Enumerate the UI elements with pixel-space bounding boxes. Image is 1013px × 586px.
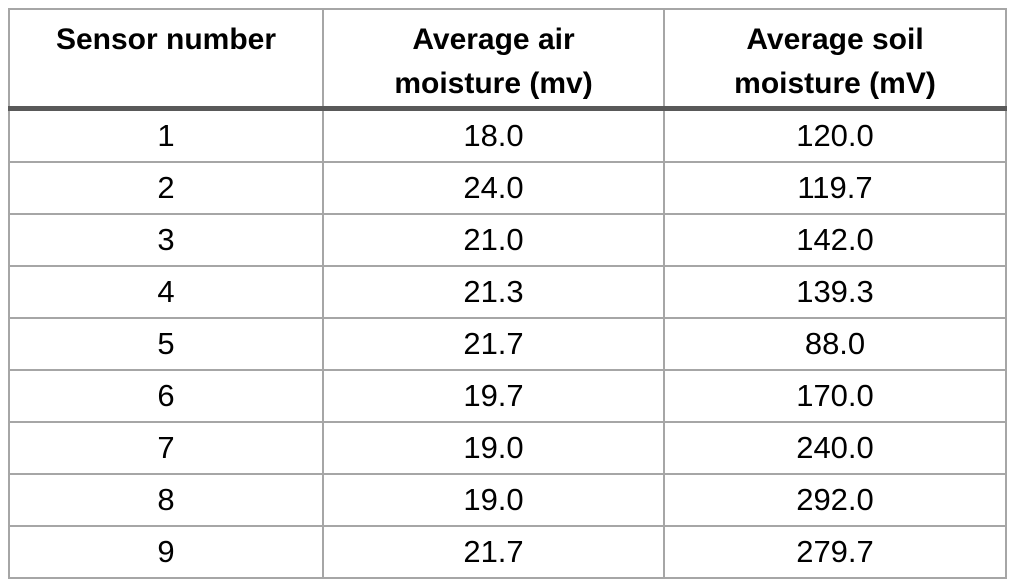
column-header-avg-soil-moisture: Average soil moisture (mV) [663, 8, 1007, 111]
cell-sensor-number: 7 [8, 421, 324, 475]
cell-soil-moisture: 292.0 [663, 473, 1007, 527]
cell-air-moisture: 19.0 [322, 473, 665, 527]
cell-soil-moisture: 120.0 [663, 107, 1007, 163]
cell-air-moisture: 21.7 [322, 525, 665, 579]
cell-sensor-number: 5 [8, 317, 324, 371]
cell-air-moisture: 24.0 [322, 161, 665, 215]
header-row: Sensor number Average air moisture (mv) … [8, 8, 1007, 111]
cell-sensor-number: 4 [8, 265, 324, 319]
cell-air-moisture: 19.7 [322, 369, 665, 423]
header-line: Average air [412, 23, 575, 56]
cell-sensor-number: 3 [8, 213, 324, 267]
cell-sensor-number: 1 [8, 107, 324, 163]
table-row: 9 21.7 279.7 [8, 525, 1007, 579]
column-header-sensor-number: Sensor number [8, 8, 324, 111]
header-line: Sensor number [55, 23, 277, 56]
cell-soil-moisture: 119.7 [663, 161, 1007, 215]
cell-air-moisture: 18.0 [322, 107, 665, 163]
header-line: moisture (mv) [394, 67, 593, 100]
table-row: 5 21.7 88.0 [8, 317, 1007, 371]
cell-soil-moisture: 88.0 [663, 317, 1007, 371]
cell-air-moisture: 21.7 [322, 317, 665, 371]
table-row: 8 19.0 292.0 [8, 473, 1007, 527]
cell-soil-moisture: 139.3 [663, 265, 1007, 319]
column-header-avg-air-moisture: Average air moisture (mv) [322, 8, 665, 111]
table-header: Sensor number Average air moisture (mv) … [8, 8, 1007, 111]
cell-air-moisture: 21.0 [322, 213, 665, 267]
cell-sensor-number: 6 [8, 369, 324, 423]
table-row: 7 19.0 240.0 [8, 421, 1007, 475]
cell-soil-moisture: 279.7 [663, 525, 1007, 579]
table-row: 2 24.0 119.7 [8, 161, 1007, 215]
header-line: Average soil [746, 23, 924, 56]
cell-soil-moisture: 240.0 [663, 421, 1007, 475]
table-row: 6 19.7 170.0 [8, 369, 1007, 423]
cell-soil-moisture: 170.0 [663, 369, 1007, 423]
cell-air-moisture: 21.3 [322, 265, 665, 319]
table-body: 1 18.0 120.0 2 24.0 119.7 3 21.0 142.0 4… [8, 107, 1007, 579]
cell-soil-moisture: 142.0 [663, 213, 1007, 267]
cell-sensor-number: 2 [8, 161, 324, 215]
table-row: 4 21.3 139.3 [8, 265, 1007, 319]
header-line: moisture (mV) [734, 67, 936, 100]
sensor-table-container: Sensor number Average air moisture (mv) … [8, 8, 1007, 579]
table-row: 1 18.0 120.0 [8, 107, 1007, 163]
cell-sensor-number: 9 [8, 525, 324, 579]
table-row: 3 21.0 142.0 [8, 213, 1007, 267]
sensor-moisture-table: Sensor number Average air moisture (mv) … [8, 8, 1007, 579]
cell-air-moisture: 19.0 [322, 421, 665, 475]
cell-sensor-number: 8 [8, 473, 324, 527]
